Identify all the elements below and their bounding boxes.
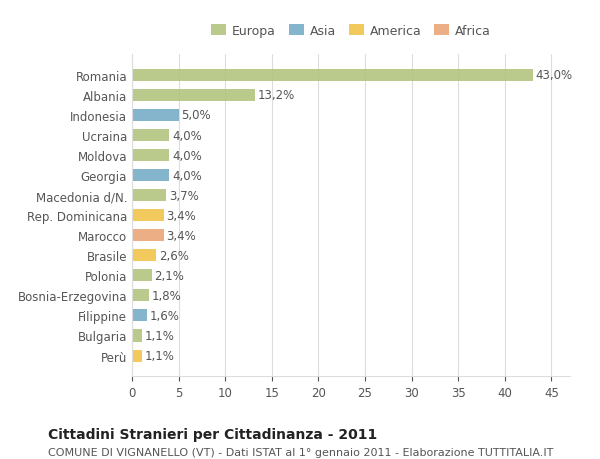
Text: 1,6%: 1,6% <box>150 309 179 322</box>
Bar <box>132 170 169 182</box>
Bar <box>132 110 179 122</box>
Text: 4,0%: 4,0% <box>172 169 202 182</box>
Legend: Europa, Asia, America, Africa: Europa, Asia, America, Africa <box>206 20 496 43</box>
Bar <box>132 350 142 362</box>
Text: 4,0%: 4,0% <box>172 129 202 142</box>
Text: 2,6%: 2,6% <box>159 249 189 262</box>
Text: 5,0%: 5,0% <box>181 109 211 122</box>
Bar <box>132 230 164 242</box>
Bar <box>132 70 533 82</box>
Text: 1,8%: 1,8% <box>152 289 181 302</box>
Text: 4,0%: 4,0% <box>172 149 202 162</box>
Text: 1,1%: 1,1% <box>145 349 175 362</box>
Bar <box>132 90 255 102</box>
Bar <box>132 190 166 202</box>
Text: 3,7%: 3,7% <box>169 189 199 202</box>
Text: COMUNE DI VIGNANELLO (VT) - Dati ISTAT al 1° gennaio 2011 - Elaborazione TUTTITA: COMUNE DI VIGNANELLO (VT) - Dati ISTAT a… <box>48 448 553 458</box>
Text: 3,4%: 3,4% <box>166 209 196 222</box>
Bar <box>132 290 149 302</box>
Text: 43,0%: 43,0% <box>536 69 572 82</box>
Bar <box>132 270 152 282</box>
Bar <box>132 330 142 342</box>
Bar <box>132 150 169 162</box>
Text: Cittadini Stranieri per Cittadinanza - 2011: Cittadini Stranieri per Cittadinanza - 2… <box>48 427 377 441</box>
Text: 1,1%: 1,1% <box>145 329 175 342</box>
Text: 2,1%: 2,1% <box>154 269 184 282</box>
Text: 13,2%: 13,2% <box>258 89 295 102</box>
Bar <box>132 250 156 262</box>
Bar <box>132 130 169 142</box>
Text: 3,4%: 3,4% <box>166 229 196 242</box>
Bar <box>132 210 164 222</box>
Bar <box>132 310 147 322</box>
